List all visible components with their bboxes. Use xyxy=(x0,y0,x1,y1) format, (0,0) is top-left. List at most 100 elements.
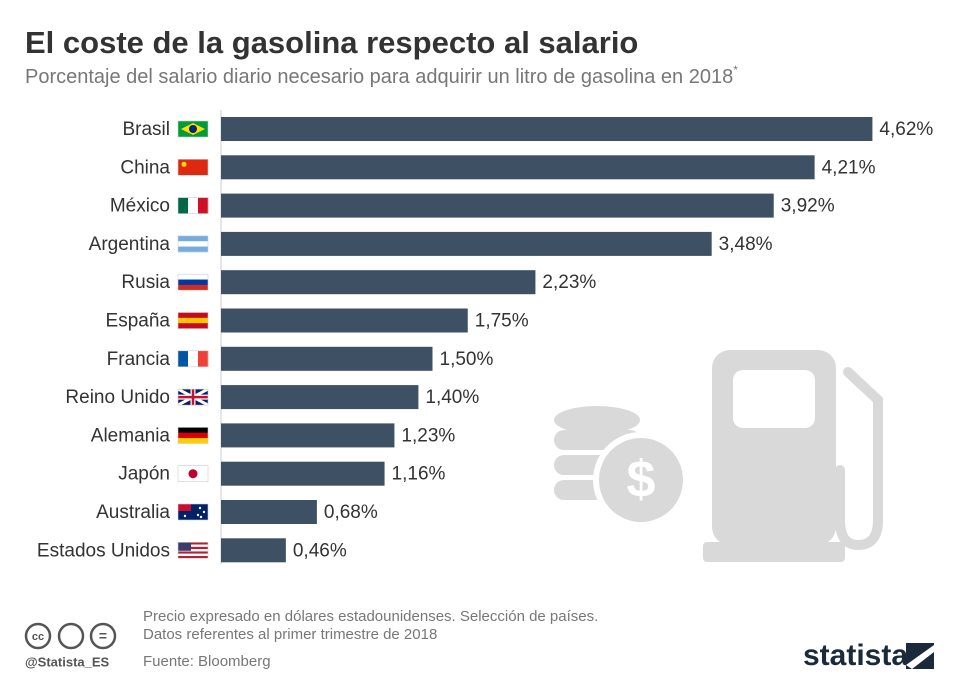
flag xyxy=(177,312,209,329)
flag-border xyxy=(177,235,209,253)
flag-part xyxy=(178,279,208,286)
chart-title: El coste de la gasolina respecto al sala… xyxy=(25,25,638,60)
value-label: 1,50% xyxy=(440,349,494,370)
flag-border xyxy=(177,388,209,406)
flag xyxy=(177,159,209,176)
flag xyxy=(177,350,209,368)
flag-part xyxy=(202,510,206,514)
flag-border xyxy=(177,350,209,368)
bar xyxy=(221,155,815,180)
flag-part xyxy=(178,427,208,434)
bar xyxy=(221,231,712,256)
chart-subtitle: Porcentaje del salario diario necesario … xyxy=(25,63,738,88)
bar xyxy=(221,346,433,371)
flag-part xyxy=(178,556,208,559)
value-label: 1,23% xyxy=(401,425,455,446)
bar xyxy=(221,308,468,333)
flag xyxy=(177,235,209,253)
flag-part xyxy=(178,438,208,444)
cc-icons xyxy=(24,622,117,650)
value-label: 0,68% xyxy=(324,502,378,523)
value-label: 4,21% xyxy=(822,157,876,178)
cc-eq: = xyxy=(99,628,107,644)
flag-part xyxy=(198,506,202,510)
bar xyxy=(221,461,385,486)
flag-part xyxy=(178,432,208,439)
flag-part xyxy=(178,235,208,242)
flag-border xyxy=(177,503,209,521)
flag-part xyxy=(188,469,198,479)
subtitle-text: Porcentaje del salario diario necesario … xyxy=(25,66,733,88)
flag-part xyxy=(181,161,187,167)
category-label: Reino Unido xyxy=(65,387,170,408)
svg-text:$: $ xyxy=(627,451,656,509)
flag xyxy=(177,273,209,291)
flag-part xyxy=(178,551,208,554)
flag-part xyxy=(178,542,208,545)
flag-part xyxy=(178,246,208,253)
category-label: Francia xyxy=(107,349,171,370)
flag-border xyxy=(177,312,209,329)
flag-part xyxy=(198,197,209,214)
bar xyxy=(221,193,774,218)
cc-label: cc xyxy=(32,631,44,643)
flag-part xyxy=(188,350,199,367)
value-label: 1,40% xyxy=(425,387,479,408)
flag xyxy=(177,197,209,214)
flag-part xyxy=(178,159,208,176)
flag xyxy=(177,120,209,138)
flag-part xyxy=(178,241,208,247)
bar xyxy=(221,117,873,141)
bar xyxy=(221,538,286,563)
category-label: Brasil xyxy=(122,119,170,140)
bar xyxy=(221,423,395,448)
category-label: Estados Unidos xyxy=(37,540,170,561)
category-label: Rusia xyxy=(121,272,170,293)
flag-part xyxy=(196,513,200,517)
value-label: 0,46% xyxy=(293,540,347,561)
note: Precio expresado en dólares estadouniden… xyxy=(143,608,598,625)
flag-part xyxy=(189,125,197,133)
flag-part xyxy=(178,284,208,291)
flag-border xyxy=(177,197,209,214)
category-label: México xyxy=(110,196,170,217)
flag-part xyxy=(188,197,199,214)
value-label: 1,16% xyxy=(392,464,446,485)
flag-border xyxy=(177,159,209,176)
category-label: Argentina xyxy=(89,234,171,255)
bar xyxy=(221,385,419,410)
flag-part xyxy=(178,544,208,547)
flag-part xyxy=(178,317,208,324)
flag-part xyxy=(178,350,189,367)
source: Fuente: Bloomberg xyxy=(143,653,271,670)
bar xyxy=(221,270,536,295)
flag-part xyxy=(178,504,191,511)
coins-icon: $ xyxy=(554,406,689,528)
flag-part xyxy=(178,542,191,551)
flag xyxy=(177,387,209,407)
value-label: 1,75% xyxy=(475,311,529,332)
flag xyxy=(177,465,209,483)
category-label: Australia xyxy=(96,502,170,523)
category-label: Alemania xyxy=(91,425,171,446)
category-label: Japón xyxy=(118,464,170,485)
value-label: 2,23% xyxy=(542,272,596,293)
pump-icon xyxy=(703,350,883,562)
flag-part xyxy=(178,312,208,319)
note: Datos referentes al primer trimestre de … xyxy=(143,626,437,643)
category-label: China xyxy=(120,157,170,178)
category-label: España xyxy=(106,311,171,332)
flag-border xyxy=(177,541,209,559)
brand-icon xyxy=(906,643,934,669)
flag-part xyxy=(178,274,208,280)
flag-border xyxy=(177,465,209,483)
flag-part xyxy=(178,549,208,552)
value-label: 4,62% xyxy=(879,119,933,140)
flag-part xyxy=(178,553,208,557)
flag xyxy=(177,427,209,444)
flag-part xyxy=(198,350,209,367)
flag-part xyxy=(199,515,203,519)
handle: @Statista_ES xyxy=(25,654,110,669)
value-label: 3,92% xyxy=(781,196,835,217)
